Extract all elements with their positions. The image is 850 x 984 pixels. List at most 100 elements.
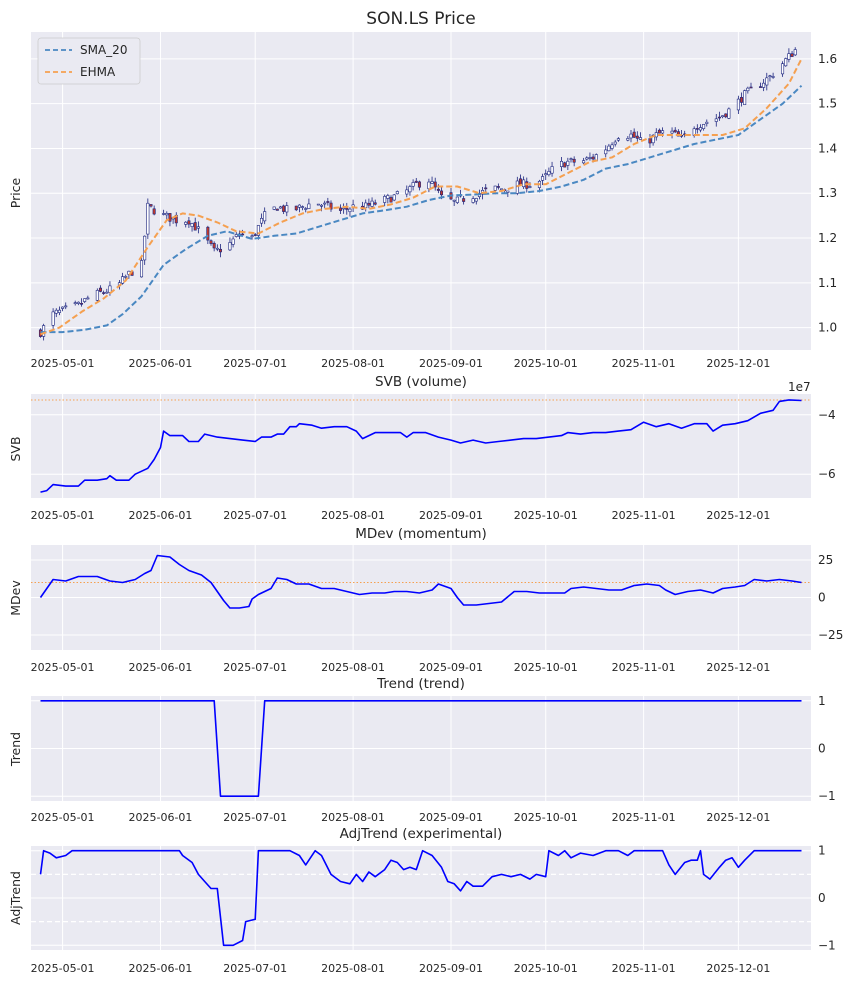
candle-body bbox=[338, 207, 342, 211]
candle-body bbox=[471, 198, 475, 203]
candle-body bbox=[316, 203, 320, 206]
candle-body bbox=[386, 195, 390, 199]
candle-body bbox=[484, 187, 488, 190]
candle-body bbox=[544, 173, 548, 176]
candle-body bbox=[102, 292, 106, 294]
candle-body bbox=[547, 171, 551, 176]
candle-body bbox=[676, 131, 680, 137]
candle-body bbox=[436, 188, 440, 191]
mdev-ytick-label: 25 bbox=[818, 553, 833, 567]
svb-grid bbox=[31, 394, 811, 498]
adjtrend-xtick-label: 2025-05-01 bbox=[31, 962, 95, 975]
candle-body bbox=[765, 77, 769, 86]
price-ytick-label: 1.3 bbox=[818, 186, 837, 200]
legend-label-ehma: EHMA bbox=[80, 65, 116, 79]
candle-body bbox=[591, 156, 595, 160]
candle-body bbox=[272, 206, 276, 210]
candle-body bbox=[383, 196, 387, 203]
trend-series-trend-line bbox=[40, 700, 802, 797]
candle-body bbox=[563, 162, 567, 168]
trend-xtick-label: 2025-08-01 bbox=[321, 811, 385, 824]
svb-series-svb-line bbox=[40, 399, 802, 493]
candle-body bbox=[462, 198, 466, 202]
price-ylabel: Price bbox=[8, 177, 23, 208]
candle-body bbox=[263, 211, 267, 222]
price-ytick-label: 1.1 bbox=[818, 276, 837, 290]
candle-body bbox=[275, 208, 279, 211]
price-ytick-label: 1.5 bbox=[818, 97, 837, 111]
price-xtick-label: 2025-06-01 bbox=[129, 357, 193, 370]
svb-xtick-label: 2025-09-01 bbox=[419, 509, 483, 522]
adjtrend-xtick-label: 2025-10-01 bbox=[514, 962, 578, 975]
trend-xtick-label: 2025-09-01 bbox=[419, 811, 483, 824]
candle-body bbox=[500, 188, 504, 191]
candle-body bbox=[76, 301, 80, 304]
candle-body bbox=[430, 181, 434, 184]
adjtrend-ytick-label: 1 bbox=[818, 844, 826, 858]
candle-body bbox=[440, 190, 444, 196]
candle-body bbox=[389, 197, 393, 203]
candle-body bbox=[320, 204, 324, 207]
mdev-xtick-label: 2025-10-01 bbox=[514, 661, 578, 674]
adjtrend-xtick-label: 2025-11-01 bbox=[612, 962, 676, 975]
candle-body bbox=[323, 202, 327, 205]
candle-body bbox=[560, 160, 564, 167]
candle-body bbox=[184, 221, 188, 225]
mdev-ytick-label: −25 bbox=[818, 628, 843, 642]
candle-body bbox=[294, 205, 298, 211]
candle-body bbox=[541, 176, 545, 181]
candle-body bbox=[635, 135, 639, 139]
candle-body bbox=[749, 86, 753, 89]
candle-body bbox=[414, 180, 418, 183]
candle-body bbox=[152, 208, 156, 215]
candle-body bbox=[724, 113, 728, 118]
adjtrend-panel: AdjTrend (experimental) 10−1 2025-05-01 2… bbox=[8, 826, 836, 975]
price-xtick-label: 2025-10-01 bbox=[514, 357, 578, 370]
mdev-xticks: 2025-05-01 2025-06-01 2025-07-01 2025-08-01… bbox=[31, 661, 771, 674]
trend-xtick-label: 2025-11-01 bbox=[612, 811, 676, 824]
candle-body bbox=[250, 235, 254, 238]
svb-ytick-label: −4 bbox=[818, 408, 836, 422]
candle-body bbox=[61, 306, 65, 309]
candle-body bbox=[57, 309, 61, 313]
legend: SMA_20 EHMA bbox=[37, 37, 141, 85]
candle-body bbox=[105, 291, 109, 294]
svb-xtick-label: 2025-10-01 bbox=[514, 509, 578, 522]
candle-body bbox=[209, 240, 213, 244]
candle-body bbox=[474, 198, 478, 202]
candle-body bbox=[42, 325, 46, 337]
trend-xticks: 2025-05-01 2025-06-01 2025-07-01 2025-08-01… bbox=[31, 811, 771, 824]
candle-body bbox=[345, 207, 349, 210]
candle-body bbox=[405, 189, 409, 195]
price-xticks: 2025-05-01 2025-06-01 2025-07-01 2025-08-01… bbox=[31, 357, 771, 370]
price-ytick-label: 1.2 bbox=[818, 231, 837, 245]
candle-body bbox=[582, 160, 586, 164]
candle-body bbox=[64, 305, 68, 308]
price-xtick-label: 2025-05-01 bbox=[31, 357, 95, 370]
svb-xtick-label: 2025-05-01 bbox=[31, 509, 95, 522]
candle-body bbox=[193, 222, 197, 231]
candle-body bbox=[282, 205, 286, 212]
candle-body bbox=[433, 181, 437, 188]
mdev-xtick-label: 2025-07-01 bbox=[223, 661, 287, 674]
candle-body bbox=[657, 129, 661, 134]
candle-body bbox=[190, 223, 194, 227]
candle-body bbox=[98, 287, 102, 292]
candle-body bbox=[215, 247, 219, 250]
trend-series bbox=[40, 700, 802, 797]
candle-body bbox=[793, 49, 797, 56]
price-xtick-label: 2025-11-01 bbox=[612, 357, 676, 370]
mdev-panel: MDev (momentum) 25 0 −25 2025-05-01 2025-06… bbox=[8, 526, 843, 674]
adjtrend-yticks: 1 0 −1 bbox=[818, 844, 836, 953]
candle-body bbox=[54, 309, 58, 314]
mdev-xtick-label: 2025-08-01 bbox=[321, 661, 385, 674]
mdev-series-mdev-line bbox=[39, 554, 802, 609]
price-panel: SON.LS Price 1.0 1.1 1.2 1.3 1.4 1.5 1.6 2025-… bbox=[8, 9, 837, 370]
adjtrend-title: AdjTrend (experimental) bbox=[340, 826, 503, 842]
svb-offset-text: 1e7 bbox=[788, 380, 811, 394]
candle-body bbox=[212, 242, 216, 249]
trend-ytick-label: 0 bbox=[818, 742, 826, 756]
price-yticks: 1.0 1.1 1.2 1.3 1.4 1.5 1.6 bbox=[818, 52, 837, 335]
candle-body bbox=[146, 202, 150, 235]
candle-body bbox=[348, 208, 352, 213]
